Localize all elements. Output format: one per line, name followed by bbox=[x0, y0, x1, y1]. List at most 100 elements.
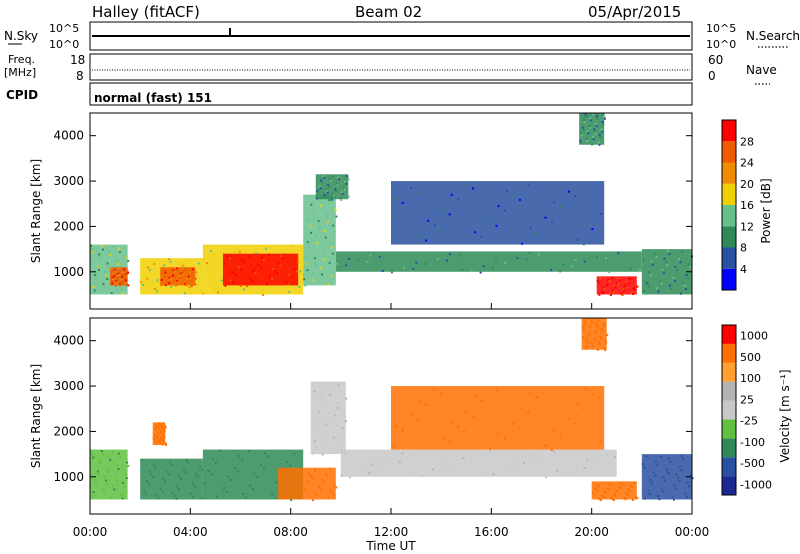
heatmap-speckle bbox=[289, 464, 292, 467]
heatmap-speckle bbox=[480, 235, 483, 238]
heatmap-speckle bbox=[527, 183, 530, 186]
heatmap-speckle bbox=[199, 465, 202, 468]
heatmap-speckle bbox=[595, 125, 598, 128]
heatmap-speckle bbox=[106, 467, 109, 470]
heatmap-speckle bbox=[491, 266, 494, 269]
heatmap-speckle bbox=[345, 174, 348, 177]
heatmap-speckle bbox=[122, 271, 125, 274]
heatmap-speckle bbox=[588, 324, 591, 327]
heatmap-speckle bbox=[145, 480, 148, 483]
heatmap-speckle bbox=[238, 250, 241, 253]
heatmap-speckle bbox=[163, 264, 166, 267]
heatmap-speckle bbox=[596, 279, 599, 282]
heatmap-speckle bbox=[425, 239, 428, 242]
heatmap-speckle bbox=[674, 487, 677, 490]
heatmap-speckle bbox=[559, 433, 562, 436]
heatmap-speckle bbox=[313, 257, 316, 260]
heatmap-speckle bbox=[196, 475, 199, 478]
heatmap-speckle bbox=[465, 410, 468, 413]
heatmap-speckle bbox=[627, 276, 630, 279]
heatmap-speckle bbox=[171, 492, 174, 495]
heatmap-speckle bbox=[504, 261, 507, 264]
heatmap-speckle bbox=[626, 488, 629, 491]
heatmap-speckle bbox=[416, 191, 419, 194]
heatmap-speckle bbox=[474, 395, 477, 398]
heatmap-speckle bbox=[323, 230, 326, 233]
heatmap-speckle bbox=[669, 460, 672, 463]
heatmap-speckle bbox=[326, 191, 329, 194]
heatmap-speckle bbox=[433, 224, 436, 227]
heatmap-speckle bbox=[655, 287, 658, 290]
heatmap-speckle bbox=[458, 254, 461, 257]
heatmap-speckle bbox=[576, 403, 579, 406]
heatmap-speckle bbox=[613, 455, 616, 458]
heatmap-speckle bbox=[339, 444, 342, 447]
velocity-colorbar-swatch bbox=[722, 400, 736, 420]
heatmap-speckle bbox=[562, 264, 565, 267]
heatmap-speckle bbox=[243, 260, 246, 263]
heatmap-speckle bbox=[425, 403, 428, 406]
heatmap-speckle bbox=[203, 482, 206, 485]
heatmap-speckle bbox=[153, 262, 156, 265]
x-tick-label: 00:00 bbox=[73, 525, 108, 539]
heatmap-speckle bbox=[290, 498, 293, 501]
heatmap-speckle bbox=[318, 198, 321, 201]
heatmap-speckle bbox=[436, 258, 439, 261]
noise-top-tick-right: 10^5 bbox=[706, 22, 736, 35]
heatmap-speckle bbox=[118, 268, 121, 271]
heatmap-speckle bbox=[143, 490, 146, 493]
heatmap-speckle bbox=[319, 179, 322, 182]
heatmap-speckle bbox=[655, 255, 658, 258]
heatmap-speckle bbox=[687, 484, 690, 487]
heatmap-speckle bbox=[340, 198, 343, 201]
heatmap-speckle bbox=[164, 426, 167, 429]
heatmap-speckle bbox=[462, 457, 465, 460]
heatmap-speckle bbox=[591, 113, 594, 116]
heatmap-speckle bbox=[194, 472, 197, 475]
heatmap-speckle bbox=[603, 117, 606, 120]
heatmap-speckle bbox=[599, 440, 602, 443]
heatmap-speckle bbox=[320, 181, 323, 184]
heatmap-speckle bbox=[186, 274, 189, 277]
heatmap-speckle bbox=[594, 122, 597, 125]
heatmap-speckle bbox=[518, 198, 521, 201]
heatmap-speckle bbox=[114, 284, 117, 287]
heatmap-speckle bbox=[144, 275, 147, 278]
heatmap-speckle bbox=[503, 466, 506, 469]
heatmap-speckle bbox=[643, 466, 646, 469]
heatmap-speckle bbox=[274, 270, 277, 273]
heatmap-speckle bbox=[229, 279, 232, 282]
heatmap-speckle bbox=[663, 257, 666, 260]
heatmap-speckle bbox=[302, 274, 305, 277]
heatmap-speckle bbox=[124, 277, 127, 280]
heatmap-speckle bbox=[194, 283, 197, 286]
heatmap-speckle bbox=[92, 490, 95, 493]
heatmap-speckle bbox=[675, 269, 678, 272]
heatmap-speckle bbox=[195, 271, 198, 274]
heatmap-speckle bbox=[621, 294, 624, 297]
heatmap-speckle bbox=[596, 326, 599, 329]
heatmap-speckle bbox=[489, 448, 492, 451]
heatmap-speckle bbox=[119, 283, 122, 286]
heatmap-speckle bbox=[601, 494, 604, 497]
heatmap-speckle bbox=[157, 427, 160, 430]
heatmap-speckle bbox=[176, 267, 179, 270]
heatmap-speckle bbox=[305, 262, 308, 265]
heatmap-speckle bbox=[599, 212, 602, 215]
heatmap-speckle bbox=[180, 478, 183, 481]
heatmap-speckle bbox=[504, 437, 507, 440]
heatmap-speckle bbox=[185, 458, 188, 461]
heatmap-speckle bbox=[684, 288, 687, 291]
heatmap-speckle bbox=[371, 463, 374, 466]
heatmap-speckle bbox=[345, 182, 348, 185]
heatmap-speckle bbox=[512, 422, 515, 425]
heatmap-speckle bbox=[632, 287, 635, 290]
heatmap-speckle bbox=[602, 291, 605, 294]
heatmap-speckle bbox=[112, 273, 115, 276]
heatmap-speckle bbox=[193, 282, 196, 285]
heatmap-speckle bbox=[604, 491, 607, 494]
heatmap-speckle bbox=[324, 441, 327, 444]
heatmap-speckle bbox=[369, 254, 372, 257]
heatmap-speckle bbox=[237, 455, 240, 458]
heatmap-speckle bbox=[335, 215, 338, 218]
